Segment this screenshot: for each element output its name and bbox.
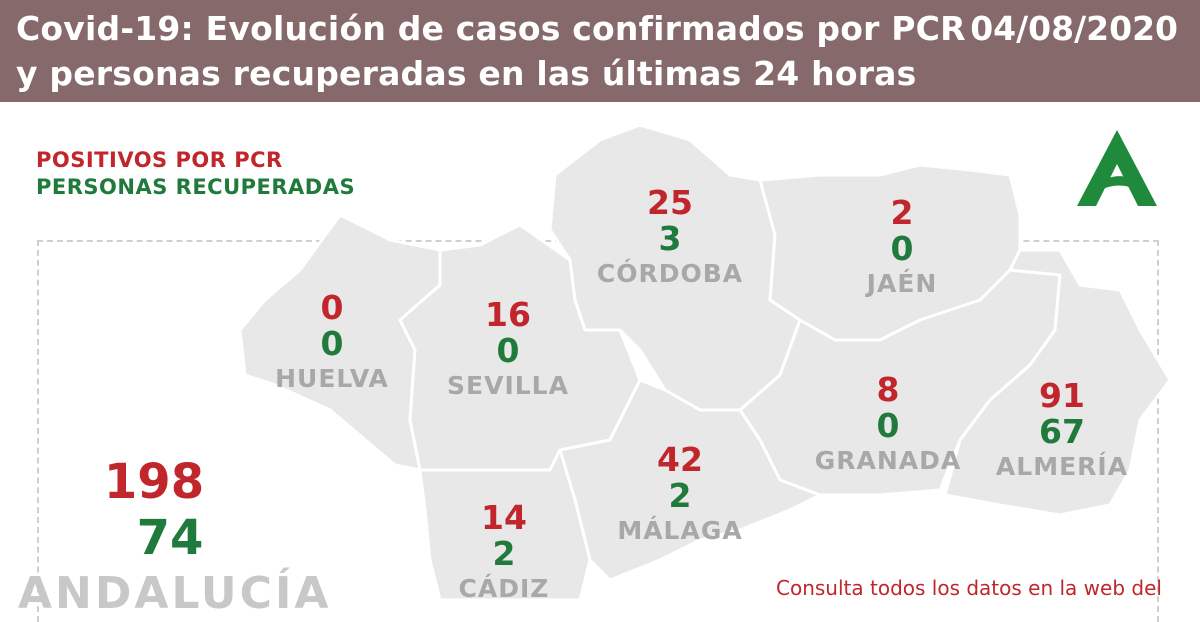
province-cordoba: 25 3 CÓRDOBA xyxy=(590,183,750,289)
jaen-pcr: 2 xyxy=(890,193,914,232)
jaen-name: JAÉN xyxy=(866,269,938,298)
cadiz-pcr: 14 xyxy=(481,498,527,537)
province-shape-almeria xyxy=(943,248,1172,517)
jaen-recovered: 0 xyxy=(890,229,914,268)
huelva-pcr: 0 xyxy=(320,288,344,327)
junta-de-andalucia-logo-icon xyxy=(1072,128,1162,212)
report-date: 04/08/2020 xyxy=(970,9,1178,48)
huelva-name: HUELVA xyxy=(275,364,389,393)
total-recovered: 74 xyxy=(136,510,204,566)
region-name: ANDALUCÍA xyxy=(18,568,332,619)
legend-recuperadas: PERSONAS RECUPERADAS xyxy=(36,175,356,199)
cadiz-name: CÁDIZ xyxy=(458,574,550,603)
huelva-recovered: 0 xyxy=(320,324,344,363)
sevilla-pcr: 16 xyxy=(485,295,531,334)
page-title: Covid-19: Evolución de casos confirmados… xyxy=(16,9,966,93)
almeria-name: ALMERÍA xyxy=(995,452,1129,481)
cordoba-recovered: 3 xyxy=(658,219,682,258)
cordoba-name: CÓRDOBA xyxy=(596,259,744,288)
header-bar: Covid-19: Evolución de casos confirmados… xyxy=(0,0,1200,102)
cordoba-pcr: 25 xyxy=(647,183,693,222)
legend-positivos: POSITIVOS POR PCR xyxy=(36,148,283,172)
sevilla-recovered: 0 xyxy=(496,331,520,370)
almeria-pcr: 91 xyxy=(1039,376,1085,415)
province-shape-cadiz xyxy=(418,448,592,600)
province-jaen: 2 0 JAÉN xyxy=(822,193,982,299)
province-malaga: 42 2 MÁLAGA xyxy=(600,440,760,546)
andalucia-map xyxy=(238,123,1172,600)
total-pcr: 198 xyxy=(103,454,205,510)
malaga-pcr: 42 xyxy=(657,440,703,479)
consulta-link-text[interactable]: Consulta todos los datos en la web del xyxy=(776,576,1162,600)
province-huelva: 0 0 HUELVA xyxy=(252,288,412,394)
malaga-recovered: 2 xyxy=(668,476,692,515)
province-granada: 8 0 GRANADA xyxy=(808,370,968,476)
granada-pcr: 8 xyxy=(876,370,900,409)
province-sevilla: 16 0 SEVILLA xyxy=(428,295,588,401)
sevilla-name: SEVILLA xyxy=(447,371,569,400)
granada-name: GRANADA xyxy=(814,446,962,475)
almeria-recovered: 67 xyxy=(1039,412,1085,451)
granada-recovered: 0 xyxy=(876,406,900,445)
malaga-name: MÁLAGA xyxy=(617,516,743,545)
cadiz-recovered: 2 xyxy=(492,534,516,573)
province-cadiz: 14 2 CÁDIZ xyxy=(424,498,584,604)
province-almeria: 91 67 ALMERÍA xyxy=(982,376,1142,482)
